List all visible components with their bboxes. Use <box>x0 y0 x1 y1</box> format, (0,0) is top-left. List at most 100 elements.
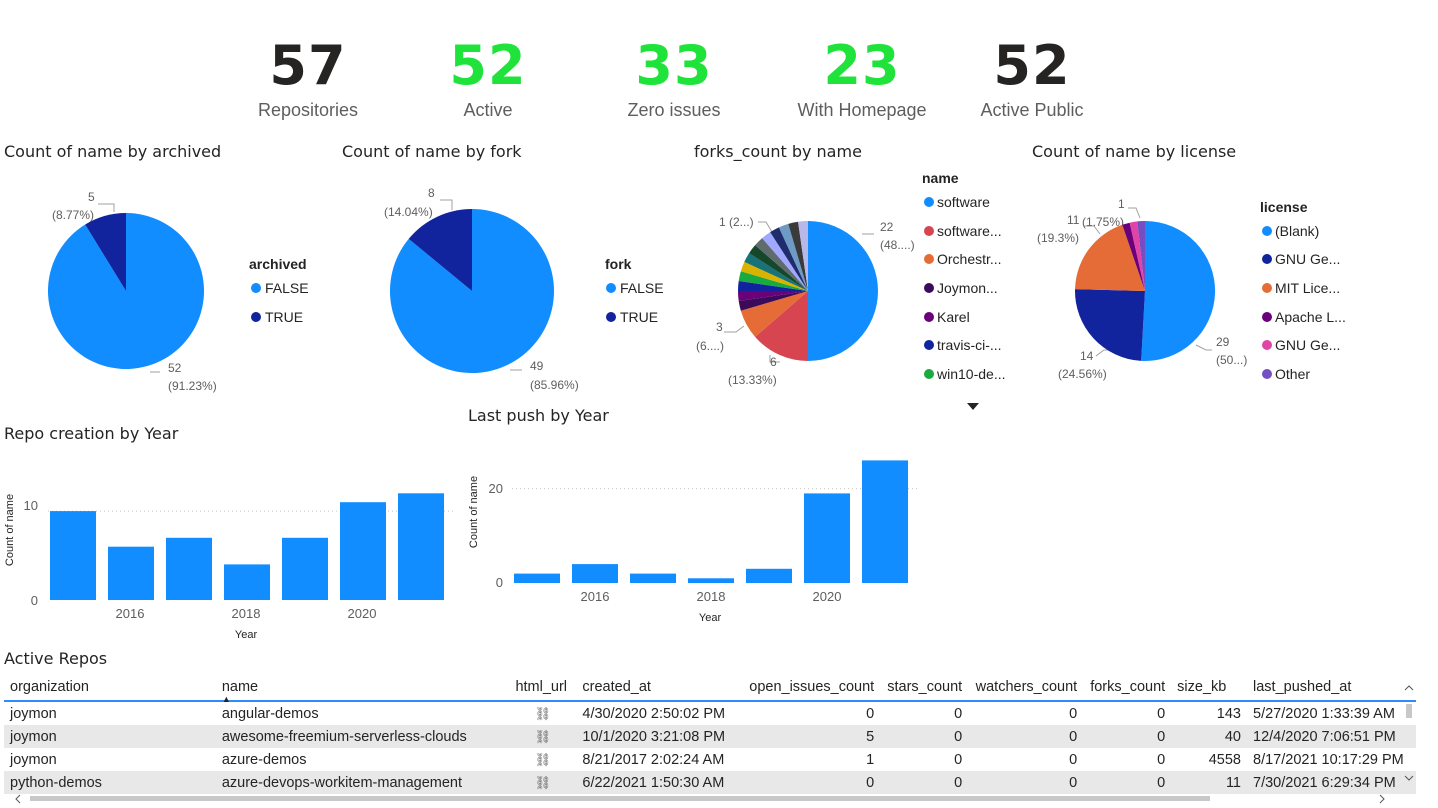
license-label-pct: (1.75%) <box>1082 215 1124 229</box>
column-header-forks[interactable]: forks_count <box>1083 674 1172 702</box>
creation-bar[interactable] <box>50 511 96 600</box>
legend-dot <box>924 369 934 379</box>
forks-pie-slice[interactable] <box>738 281 808 291</box>
creation-bar[interactable] <box>340 502 386 600</box>
forks-pie-slice[interactable] <box>762 232 808 291</box>
cell-forks: 0 <box>1083 725 1172 748</box>
creation-bar[interactable] <box>398 493 444 600</box>
license-pie-slice[interactable] <box>1137 220 1145 291</box>
cell-created-at: 6/22/2021 1:50:30 AM <box>576 771 744 794</box>
creation-bar[interactable] <box>108 546 154 600</box>
scroll-thumb[interactable] <box>30 796 1210 801</box>
license-pie-slice[interactable] <box>1075 224 1145 291</box>
legend-more-arrow-icon[interactable] <box>967 403 979 410</box>
cell-watchers: 0 <box>1069 751 1078 768</box>
cell-stars: 0 <box>880 771 969 794</box>
license-pie-slice[interactable] <box>1122 222 1145 291</box>
link-icon[interactable]: ⛓ <box>534 751 552 767</box>
forks-pie-slice[interactable] <box>755 238 808 291</box>
push-bar[interactable] <box>514 573 560 583</box>
push-bar[interactable] <box>688 578 734 583</box>
column-header-watchers[interactable]: watchers_count <box>968 674 1084 702</box>
forks-legend-item[interactable]: Joymon... <box>937 280 998 296</box>
license-pie-slice[interactable] <box>1075 289 1145 361</box>
license-legend-item[interactable]: MIT Lice... <box>1275 280 1340 296</box>
archived-pie-slice[interactable] <box>85 213 126 291</box>
push-bar[interactable] <box>862 460 908 583</box>
column-header-last-pushed[interactable]: last_pushed_at <box>1247 674 1416 702</box>
fork-legend-true[interactable]: TRUE <box>620 309 658 325</box>
column-header-name[interactable]: name ▲ <box>215 674 510 704</box>
table-row[interactable]: joymon angular-demos ⛓ 4/30/2020 2:50:02… <box>4 701 1416 725</box>
archived-pie-slice[interactable] <box>47 213 204 369</box>
license-legend-item[interactable]: GNU Ge... <box>1275 251 1340 267</box>
fork-legend-false[interactable]: FALSE <box>620 280 664 296</box>
creation-bar[interactable] <box>224 564 270 600</box>
table-row[interactable]: joymon azure-demos ⛓ 8/21/2017 2:02:24 A… <box>4 748 1416 771</box>
link-icon[interactable]: ⛓ <box>534 705 552 721</box>
fork-pie-slice[interactable] <box>408 209 472 291</box>
column-header-organization[interactable]: organization <box>4 674 216 702</box>
column-header-html-url[interactable]: html_url <box>509 674 577 702</box>
archived-legend-true[interactable]: TRUE <box>265 309 303 325</box>
scroll-thumb[interactable] <box>1406 704 1412 718</box>
table-row[interactable]: joymon awesome-freemium-serverless-cloud… <box>4 725 1416 748</box>
forks-pie-slice[interactable] <box>738 291 808 311</box>
forks-legend-item[interactable]: travis-ci-... <box>937 337 1002 353</box>
horizontal-scrollbar[interactable] <box>4 792 1416 806</box>
forks-legend-item[interactable]: Karel <box>937 309 970 325</box>
fork-pie-slice[interactable] <box>389 209 554 373</box>
link-icon[interactable]: ⛓ <box>509 771 577 794</box>
fork-legend-title: fork <box>605 256 632 272</box>
push-bar[interactable] <box>804 493 850 583</box>
forks-pie-slice[interactable] <box>740 291 808 337</box>
vertical-scrollbar[interactable] <box>1402 678 1416 788</box>
scroll-down-icon[interactable] <box>1404 775 1414 781</box>
forks-pie-slice[interactable] <box>738 271 808 291</box>
legend-dot <box>606 283 616 293</box>
forks-pie-slice[interactable] <box>798 221 808 291</box>
license-legend-item[interactable]: Apache L... <box>1275 309 1346 325</box>
creation-bar[interactable] <box>166 537 212 600</box>
scroll-up-icon[interactable] <box>1404 685 1414 691</box>
cell-watchers: 0 <box>968 725 1084 748</box>
column-header-open-issues[interactable]: open_issues_count <box>743 674 881 702</box>
license-pie-slice[interactable] <box>1129 221 1145 291</box>
push-bar[interactable] <box>746 568 792 583</box>
forks-pie-slice[interactable] <box>744 253 808 291</box>
forks-pie-slice[interactable] <box>749 245 808 291</box>
scroll-left-icon[interactable] <box>15 794 21 804</box>
column-header-created-at[interactable]: created_at <box>576 674 744 702</box>
cell-name: angular-demos <box>221 705 319 722</box>
link-icon[interactable]: ⛓ <box>509 725 577 748</box>
forks-pie-slice[interactable] <box>788 221 808 291</box>
forks-pie-slice[interactable] <box>778 223 808 291</box>
forks-pie-slice[interactable] <box>740 261 808 291</box>
push-bar[interactable] <box>630 573 676 583</box>
push-ytick: 0 <box>496 575 503 590</box>
archived-legend-false[interactable]: FALSE <box>265 280 309 296</box>
license-legend-item[interactable]: GNU Ge... <box>1275 337 1340 353</box>
push-bar[interactable] <box>572 564 618 583</box>
cell-size: 4558 <box>1208 751 1241 768</box>
forks-legend-item[interactable]: software <box>937 194 990 210</box>
forks-pie-slice[interactable] <box>755 291 808 361</box>
forks-label-pct: (13.33%) <box>728 373 777 387</box>
forks-legend-item[interactable]: win10-de... <box>936 366 1005 382</box>
sort-ascending-icon[interactable]: ▲ <box>221 694 231 704</box>
column-header-size[interactable]: size_kb <box>1171 674 1247 702</box>
forks-legend-item[interactable]: software... <box>937 223 1002 239</box>
license-legend-item[interactable]: Other <box>1275 366 1310 382</box>
forks-pie-slice[interactable] <box>770 227 808 291</box>
legend-dot <box>924 254 934 264</box>
scroll-right-icon[interactable] <box>1379 794 1385 804</box>
forks-pie-slice[interactable] <box>738 291 808 301</box>
table-row[interactable]: python-demos azure-devops-workitem-manag… <box>4 771 1416 794</box>
forks-pie-slice[interactable] <box>808 221 878 361</box>
creation-bar[interactable] <box>282 537 328 600</box>
license-pie-slice[interactable] <box>1141 220 1216 361</box>
forks-chart-title: forks_count by name <box>694 142 862 161</box>
license-legend-item[interactable]: (Blank) <box>1275 223 1319 239</box>
column-header-stars[interactable]: stars_count <box>880 674 969 702</box>
forks-legend-item[interactable]: Orchestr... <box>937 251 1002 267</box>
